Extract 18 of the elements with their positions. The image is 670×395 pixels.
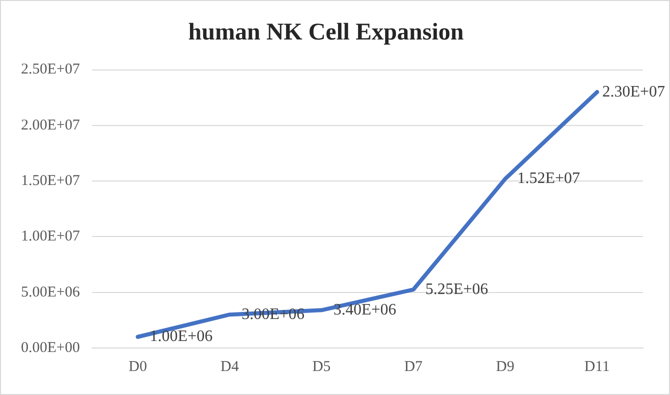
- y-tick-label: 1.50E+07: [20, 173, 80, 190]
- y-tick-label: 5.00E+06: [20, 284, 80, 300]
- data-label: 2.30E+07: [602, 83, 665, 100]
- data-label: 5.25E+06: [425, 280, 488, 298]
- data-label: 1.00E+06: [150, 328, 213, 346]
- x-tick-label: D7: [404, 358, 424, 375]
- x-tick-label: D9: [496, 358, 514, 375]
- y-tick-label: 2.00E+07: [20, 117, 80, 134]
- x-tick-label: D5: [312, 358, 331, 375]
- x-tick-label: D0: [128, 358, 147, 375]
- data-label: 1.52E+07: [517, 170, 580, 188]
- y-tick-label: 0.00E+00: [20, 340, 80, 356]
- data-label: 3.40E+06: [334, 301, 396, 318]
- x-tick-label: D4: [220, 358, 240, 375]
- y-tick-label: 1.00E+07: [20, 228, 80, 245]
- x-tick-label: D11: [584, 358, 610, 375]
- chart-title: human NK Cell Expansion: [188, 20, 464, 46]
- y-tick-label: 2.50E+07: [20, 62, 80, 78]
